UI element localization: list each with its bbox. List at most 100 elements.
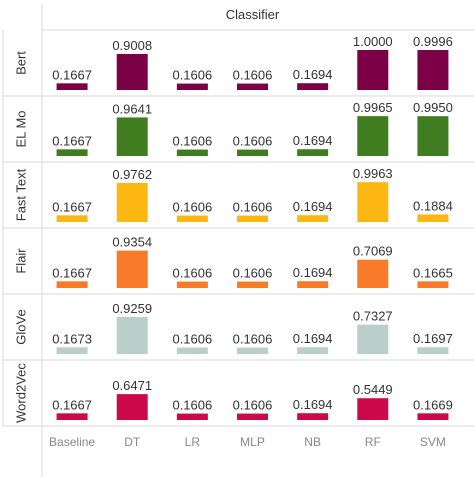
bar: [116, 394, 148, 420]
bar: [116, 182, 148, 222]
bar: [237, 83, 268, 90]
data-label: 0.9354: [112, 235, 152, 250]
bar: [297, 149, 329, 156]
row-label: GloVe: [13, 309, 28, 344]
bar: [56, 215, 88, 222]
data-label: 0.1667: [52, 265, 92, 280]
data-label: 0.6471: [112, 378, 152, 393]
data-label: 0.1669: [413, 397, 453, 412]
bar: [176, 281, 208, 288]
x-tick-label: RF: [365, 435, 381, 449]
data-label: 0.1697: [413, 331, 453, 346]
value-labels: 0.1667 0.9008 0.1606 0.1606 0.1694 1.0000 0.99…: [52, 34, 453, 413]
data-label: 0.1667: [52, 133, 92, 148]
bar: [297, 347, 329, 354]
row-labels: Bert EL Mo Fast Text Flair GloVe Word2Vec: [13, 51, 28, 423]
row-label: Bert: [13, 51, 28, 75]
data-label: 0.9762: [112, 167, 152, 182]
bar: [357, 324, 389, 354]
bar: [176, 347, 208, 354]
x-tick-label: LR: [185, 435, 201, 449]
chart-title: Classifier: [226, 7, 280, 22]
data-label: 0.1667: [52, 67, 92, 82]
bar: [357, 182, 389, 222]
data-label: 0.1606: [172, 134, 212, 149]
bar: [237, 281, 268, 288]
data-label: 0.1606: [172, 332, 212, 347]
data-label: 0.9963: [353, 166, 393, 181]
bar: [417, 214, 449, 222]
data-label: 0.9259: [112, 301, 152, 316]
data-label: 0.7327: [353, 309, 393, 324]
data-label: 0.1606: [233, 200, 273, 215]
bar: [237, 413, 268, 420]
bar: [56, 83, 88, 90]
data-label: 0.1667: [52, 199, 92, 214]
bar: [56, 347, 88, 354]
bar: [56, 281, 88, 288]
bar: [176, 83, 208, 90]
data-label: 0.1606: [233, 398, 273, 413]
data-label: 0.1694: [293, 67, 333, 82]
bar: [417, 413, 449, 420]
data-label: 0.1606: [233, 134, 273, 149]
x-tick-label: DT: [124, 435, 141, 449]
grid-lines: [2, 4, 474, 477]
x-axis-tick-labels: Baseline DT LR MLP NB RF SVM: [49, 435, 446, 449]
data-label: 0.1884: [413, 198, 453, 213]
data-label: 0.1665: [413, 265, 453, 280]
bar: [297, 215, 329, 222]
bar: [176, 413, 208, 420]
data-label: 0.9641: [112, 101, 152, 116]
data-label: 0.5449: [353, 382, 393, 397]
data-label: 0.1606: [233, 332, 273, 347]
bar: [417, 281, 449, 288]
data-label: 0.1606: [172, 200, 212, 215]
bar: [357, 116, 389, 156]
bar: [417, 347, 449, 354]
bar: [116, 53, 148, 90]
data-label: 0.1694: [293, 331, 333, 346]
bar: [237, 149, 268, 156]
bar: [56, 149, 88, 156]
data-label: 0.1606: [172, 266, 212, 281]
data-label: 0.9965: [353, 100, 393, 115]
data-label: 0.1606: [172, 68, 212, 83]
data-label: 0.9008: [112, 38, 152, 53]
bar: [297, 83, 329, 90]
row-label: EL Mo: [13, 110, 28, 147]
data-label: 1.0000: [353, 34, 393, 49]
row-label: Fast Text: [13, 168, 28, 221]
bar: [116, 117, 148, 156]
data-label: 0.1606: [233, 68, 273, 83]
bar: [237, 347, 268, 354]
data-label: 0.1694: [293, 133, 333, 148]
bar: [116, 316, 148, 354]
data-label: 0.1694: [293, 265, 333, 280]
data-label: 0.1606: [172, 398, 212, 413]
data-label: 0.9996: [413, 34, 453, 49]
data-label: 0.1694: [293, 397, 333, 412]
data-label: 0.1694: [293, 199, 333, 214]
bar: [237, 215, 268, 222]
bar: [357, 259, 389, 288]
x-tick-label: NB: [304, 435, 321, 449]
row-label: Word2Vec: [13, 363, 28, 423]
data-label: 0.1667: [52, 397, 92, 412]
bar: [417, 116, 449, 156]
x-tick-label: SVM: [420, 435, 446, 449]
data-label: 0.1606: [233, 266, 273, 281]
x-tick-label: Baseline: [49, 435, 95, 449]
row-label: Flair: [13, 248, 28, 274]
bar: [357, 50, 389, 90]
x-tick-label: MLP: [240, 435, 265, 449]
bar: [176, 149, 208, 156]
bar: [176, 215, 208, 222]
data-label: 0.7069: [353, 244, 393, 259]
data-label: 0.9950: [413, 100, 453, 115]
bar: [357, 398, 389, 420]
bars: [56, 50, 449, 420]
data-label: 0.1673: [52, 331, 92, 346]
bar: [116, 250, 148, 288]
bar: [297, 413, 329, 420]
